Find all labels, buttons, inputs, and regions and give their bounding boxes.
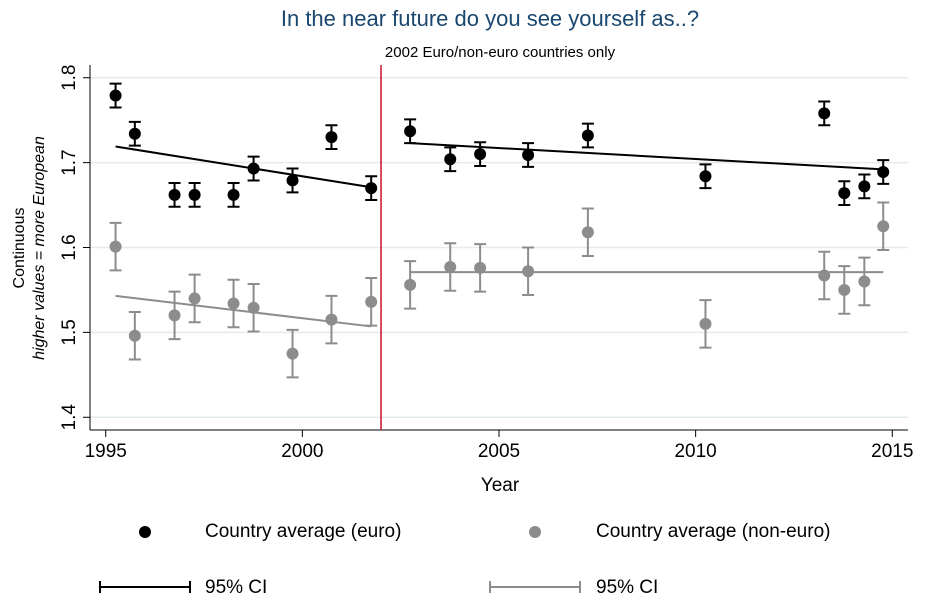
data-point <box>818 107 831 120</box>
data-point <box>858 180 871 193</box>
legend-label: 95% CI <box>205 577 267 598</box>
x-tick-label: 2000 <box>281 441 323 462</box>
data-point <box>188 188 201 201</box>
legend-line <box>99 581 191 593</box>
data-point <box>699 170 712 183</box>
data-point <box>877 165 890 178</box>
chart-subtitle: 2002 Euro/non-euro countries only <box>385 44 616 61</box>
y-tick-label: 1.8 <box>59 65 80 91</box>
legend-marker <box>139 526 151 538</box>
data-point <box>109 240 122 253</box>
data-point <box>168 309 181 322</box>
data-point <box>168 188 181 201</box>
data-point <box>581 129 594 142</box>
data-point <box>286 174 299 187</box>
data-point <box>444 261 457 274</box>
data-point <box>522 265 535 278</box>
y-axis-label: higher values = more European <box>31 136 48 360</box>
x-tick-label: 1995 <box>85 441 127 462</box>
data-point <box>474 261 487 274</box>
x-axis-label: Year <box>481 475 520 496</box>
data-point <box>325 131 338 144</box>
data-point <box>838 283 851 296</box>
data-point <box>128 329 141 342</box>
data-point <box>247 301 260 314</box>
legend-label: Country average (non-euro) <box>596 521 830 542</box>
fit-line <box>115 145 372 189</box>
legend-marker <box>529 526 541 538</box>
legend-label: 95% CI <box>596 577 658 598</box>
data-point <box>404 125 417 138</box>
data-point <box>699 317 712 330</box>
data-point <box>188 292 201 305</box>
y-tick-label: 1.4 <box>59 404 80 431</box>
data-point <box>128 127 141 140</box>
data-point <box>877 220 890 233</box>
data-point <box>365 182 378 195</box>
data-point <box>109 89 122 102</box>
y-axis-label: Continuous <box>11 208 28 289</box>
data-point <box>444 153 457 166</box>
x-tick-label: 2010 <box>674 441 716 462</box>
chart-title: In the near future do you see yourself a… <box>281 6 699 31</box>
x-tick-label: 2005 <box>478 441 520 462</box>
data-point <box>838 187 851 200</box>
data-point <box>522 148 535 161</box>
y-tick-label: 1.5 <box>59 319 80 345</box>
data-point <box>858 275 871 288</box>
data-point <box>404 278 417 291</box>
data-point <box>474 148 487 161</box>
data-point <box>247 162 260 175</box>
data-point <box>227 188 240 201</box>
data-point <box>818 269 831 282</box>
y-tick-label: 1.6 <box>59 234 80 260</box>
data-point <box>365 295 378 308</box>
y-tick-label: 1.7 <box>59 149 80 175</box>
data-point <box>581 226 594 239</box>
data-point <box>227 297 240 310</box>
data-point <box>286 347 299 360</box>
legend-label: Country average (euro) <box>205 521 401 542</box>
x-tick-label: 2015 <box>871 441 913 462</box>
legend-line <box>489 581 581 593</box>
data-point <box>325 313 338 326</box>
fit-line <box>410 142 884 171</box>
